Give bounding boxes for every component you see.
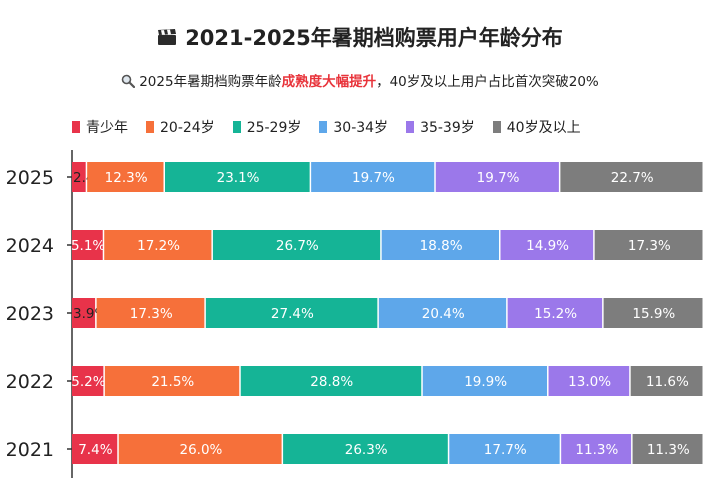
legend-item: 30-34岁 (319, 117, 388, 137)
data-label: 18.8% (420, 238, 463, 254)
data-label: 15.2% (534, 306, 577, 322)
legend-label: 青少年 (86, 120, 128, 136)
subtitle-highlight: 成熟度大幅提升 (281, 74, 377, 90)
data-label: 26.3% (345, 442, 388, 458)
legend-item: 青少年 (72, 117, 128, 137)
bar-segment (500, 230, 594, 260)
legend-label: 40岁及以上 (506, 120, 581, 136)
data-label: 20.4% (422, 306, 465, 322)
y-tick-label: 2023 (6, 303, 54, 325)
bar-segment (548, 366, 630, 396)
legend-label: 35-39岁 (420, 120, 475, 136)
bar-segment (378, 298, 507, 328)
bar-segment (72, 162, 86, 192)
bar-segment (96, 298, 205, 328)
bar-segment (422, 366, 548, 396)
bar-segment (449, 434, 560, 464)
chart-subtitle: 2025年暑期档购票年龄成熟度大幅提升，40岁及以上用户占比首次突破20% (0, 70, 720, 90)
subtitle-suffix: ，40岁及以上用户占比首次突破20% (376, 74, 599, 90)
bar-segment (205, 298, 378, 328)
data-label: 7.4% (78, 442, 112, 458)
bar-segment (165, 162, 310, 192)
legend-item: 35-39岁 (406, 117, 475, 137)
data-label: 17.3% (628, 238, 671, 254)
bar-segment (72, 298, 96, 328)
bar-segment (507, 298, 603, 328)
bar-segment (87, 162, 164, 192)
clapperboard-icon (157, 27, 177, 45)
data-label: 5.2% (71, 374, 105, 390)
bar-segment (72, 230, 103, 260)
data-label: 23.1% (217, 170, 260, 186)
data-label: 17.7% (484, 442, 527, 458)
y-tick-label: 2025 (6, 167, 54, 189)
data-label: 19.9% (464, 374, 507, 390)
data-label: 26.7% (276, 238, 319, 254)
data-label: 19.7% (477, 170, 520, 186)
bar-segment (632, 434, 703, 464)
legend-item: 25-29岁 (232, 117, 302, 137)
data-label: 26.0% (179, 442, 222, 458)
bar-segment (311, 162, 435, 192)
legend-swatch (232, 121, 241, 133)
legend-swatch (319, 121, 328, 133)
data-label: 22.7% (611, 170, 654, 186)
data-label: 13.0% (568, 374, 611, 390)
legend-swatch (72, 121, 80, 133)
data-label: 12.3% (105, 170, 148, 186)
data-label: 17.3% (130, 306, 173, 322)
bar-segment (603, 298, 703, 328)
bar-segment (381, 230, 499, 260)
data-label: 17.2% (137, 238, 180, 254)
legend: 青少年 20-24岁 25-29岁 30-34岁 35-39岁 40岁及以上 (72, 116, 599, 138)
bar-segment (72, 366, 104, 396)
data-label: 28.8% (310, 374, 353, 390)
bar-segment (630, 366, 703, 396)
legend-item: 40岁及以上 (492, 117, 581, 137)
chart-title-row: 2021-2025年暑期档购票用户年龄分布 (0, 22, 720, 52)
bar-segment (212, 230, 381, 260)
bar-segment (104, 230, 212, 260)
data-label: 21.5% (151, 374, 194, 390)
legend-label: 25-29岁 (246, 120, 302, 136)
bar-segment (240, 366, 422, 396)
data-label: 11.6% (646, 374, 689, 390)
chart-title: 2021-2025年暑期档购票用户年龄分布 (185, 26, 563, 50)
bar-segment (561, 434, 632, 464)
bar-segment (560, 162, 703, 192)
legend-label: 30-34岁 (333, 120, 389, 136)
legend-item: 20-24岁 (146, 117, 215, 137)
magnifier-icon (121, 74, 136, 89)
bar-segment (435, 162, 559, 192)
y-tick-label: 2021 (6, 439, 54, 461)
bar-segment (283, 434, 448, 464)
legend-label: 20-24岁 (160, 120, 215, 136)
bar-segment (594, 230, 703, 260)
bar-segment (104, 366, 240, 396)
data-label: 15.9% (632, 306, 675, 322)
data-label: 11.3% (575, 442, 618, 458)
data-label: 27.4% (271, 306, 314, 322)
data-label: 14.9% (526, 238, 569, 254)
bar-segment (72, 434, 118, 464)
legend-swatch (146, 121, 154, 133)
y-tick-label: 2022 (6, 371, 54, 393)
subtitle-prefix: 2025年暑期档购票年龄 (139, 74, 282, 90)
data-label: 19.7% (352, 170, 395, 186)
legend-swatch (492, 121, 501, 133)
bar-segment (118, 434, 282, 464)
y-tick-label: 2024 (6, 235, 54, 257)
data-label: 5.1% (71, 238, 105, 254)
data-label: 11.3% (647, 442, 690, 458)
legend-swatch (406, 121, 415, 133)
